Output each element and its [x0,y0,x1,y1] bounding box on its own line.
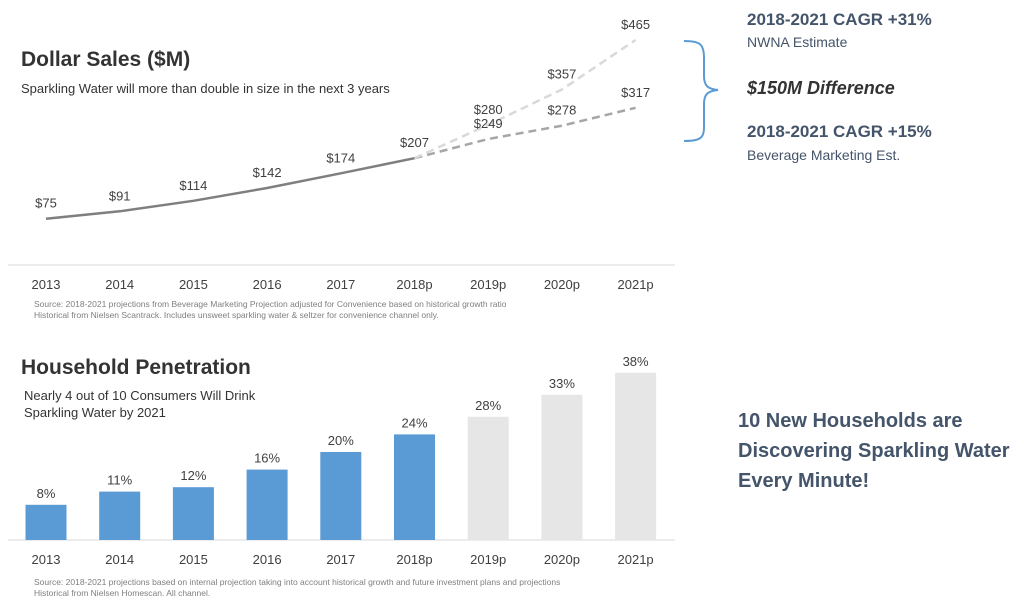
sales-source-line-1: Source: 2018-2021 projections from Bever… [34,299,507,309]
sales-data-label: $75 [35,196,57,211]
penetration-x-tick-label: 2021p [618,552,654,567]
penetration-x-tick-label: 2017 [326,552,355,567]
penetration-x-tick-label: 2019p [470,552,506,567]
sales-x-tick-label: 2016 [253,277,282,292]
penetration-bar [467,416,509,540]
sales-x-tick-label: 2020p [544,277,580,292]
penetration-source-line-1: Source: 2018-2021 projections based on i… [34,577,561,587]
penetration-data-label: 16% [254,451,280,466]
penetration-bar [246,469,288,540]
sales-series-line [414,106,636,160]
sales-source-note: Source: 2018-2021 projections from Bever… [34,299,507,321]
penetration-bar [615,372,657,540]
penetration-x-tick-label: 2015 [179,552,208,567]
penetration-bar [25,504,67,540]
penetration-bar [99,491,141,540]
nwna-cagr-label: 2018-2021 CAGR +31% [747,10,932,29]
nwna-estimate-label: NWNA Estimate [747,34,848,50]
bmc-estimate-label: Beverage Marketing Est. [747,147,901,163]
sales-x-tick-label: 2014 [105,277,134,292]
penetration-data-label: 28% [475,398,501,413]
sales-line-chart: 2013 2014 2015 2016 2017 2018p 2019p 2020p 2021p… [8,17,675,292]
penetration-bar-chart: 8% 2013 11% 2014 12% 2015 16% 2016 20% 2017 24% 201… [8,354,675,567]
sales-data-label: $465 [621,17,650,32]
penetration-x-tick-label: 2013 [32,552,61,567]
sales-series-line [413,38,637,160]
bmc-cagr-label: 2018-2021 CAGR +15% [747,122,932,141]
sales-x-tick-label: 2019p [470,277,506,292]
sales-data-label: $317 [621,85,650,100]
sales-x-tick-label: 2021p [618,277,654,292]
penetration-data-label: 33% [549,376,575,391]
penetration-bar [394,434,435,540]
sales-data-label: $142 [253,165,282,180]
sales-series-line [45,156,415,220]
penetration-bar [541,394,583,540]
penetration-data-label: 38% [623,354,649,369]
sales-data-label: $174 [326,150,355,165]
penetration-data-label: 12% [180,468,206,483]
penetration-x-tick-label: 2018p [396,552,432,567]
sales-chart-title: Dollar Sales ($M) [21,48,191,71]
sales-data-label: $357 [547,66,576,81]
sales-chart-subtitle: Sparkling Water will more than double in… [21,81,390,96]
sales-data-label: $91 [109,188,131,203]
penetration-subtitle-line-2: Sparkling Water by 2021 [24,405,166,420]
penetration-chart-title: Household Penetration [21,356,251,379]
sales-data-label: $278 [547,103,576,118]
penetration-source-note: Source: 2018-2021 projections based on i… [34,577,560,599]
sales-data-label: $114 [179,178,207,193]
penetration-data-label: 20% [328,433,354,448]
penetration-bar [320,452,362,540]
difference-label: $150M Difference [747,78,895,98]
sales-x-tick-label: 2017 [326,277,355,292]
sales-x-tick-label: 2015 [179,277,208,292]
penetration-bar [172,487,214,540]
sales-data-label: $207 [400,135,429,150]
households-callout: 10 New Households are Discovering Sparkl… [738,410,1010,492]
penetration-x-tick-label: 2016 [253,552,282,567]
penetration-x-tick-label: 2020p [544,552,580,567]
sales-x-tick-label: 2013 [32,277,61,292]
penetration-x-tick-label: 2014 [105,552,134,567]
penetration-subtitle-line-1: Nearly 4 out of 10 Consumers Will Drink [24,388,256,403]
penetration-data-label: 8% [37,486,56,501]
penetration-data-label: 24% [401,415,427,430]
penetration-data-label: 11% [107,473,132,488]
sales-x-tick-label: 2018p [396,277,432,292]
sales-source-line-2: Historical from Nielsen Scantrack. Inclu… [34,310,439,320]
curly-brace-icon [683,40,719,142]
penetration-source-line-2: Historical from Nielsen Homescan. All ch… [34,588,211,598]
sales-data-label: $280 [474,102,503,117]
sales-data-label: $249 [474,116,503,131]
penetration-chart-subtitle: Nearly 4 out of 10 Consumers Will Drink … [24,387,255,421]
